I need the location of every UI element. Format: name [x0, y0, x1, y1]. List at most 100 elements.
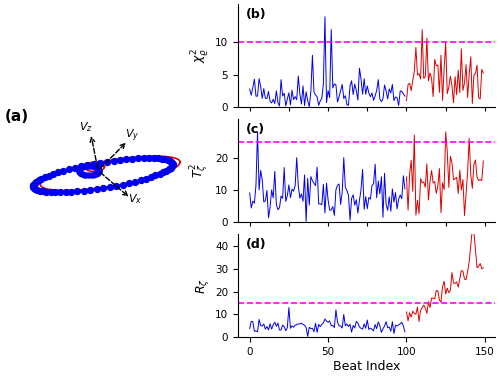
- Point: [103, 158, 111, 164]
- Point: [92, 164, 100, 171]
- Point: [79, 164, 87, 170]
- Point: [80, 163, 88, 169]
- Text: (c): (c): [246, 123, 265, 136]
- Point: [161, 156, 169, 162]
- Point: [168, 161, 176, 167]
- Text: (b): (b): [246, 8, 266, 21]
- Point: [94, 169, 102, 175]
- Point: [41, 174, 49, 180]
- Point: [80, 172, 88, 178]
- Point: [74, 188, 82, 194]
- Point: [78, 171, 86, 177]
- Point: [87, 163, 95, 169]
- Point: [30, 185, 38, 191]
- Point: [75, 166, 83, 172]
- Point: [168, 163, 176, 169]
- Point: [92, 171, 100, 177]
- Point: [88, 172, 96, 178]
- Point: [94, 167, 102, 173]
- Point: [30, 180, 38, 186]
- Point: [94, 170, 102, 176]
- Point: [125, 180, 133, 186]
- Point: [65, 166, 73, 172]
- Point: [86, 163, 94, 169]
- Point: [86, 187, 94, 193]
- Point: [147, 174, 155, 180]
- Point: [88, 172, 96, 178]
- Text: $V_x$: $V_x$: [128, 192, 142, 206]
- Point: [86, 172, 94, 178]
- Point: [86, 163, 94, 169]
- Point: [84, 172, 92, 178]
- Point: [112, 183, 120, 189]
- Point: [80, 172, 88, 178]
- Point: [154, 155, 162, 161]
- Point: [99, 185, 107, 191]
- Point: [60, 168, 68, 174]
- Point: [33, 187, 41, 193]
- Point: [83, 172, 91, 178]
- Point: [90, 161, 98, 167]
- Point: [94, 166, 102, 172]
- Point: [75, 166, 83, 172]
- Point: [54, 169, 62, 175]
- Y-axis label: $\chi_\varrho^2$: $\chi_\varrho^2$: [189, 47, 211, 63]
- Point: [134, 155, 142, 161]
- Point: [90, 171, 98, 177]
- Point: [75, 168, 83, 174]
- Point: [76, 165, 84, 171]
- Point: [80, 163, 88, 169]
- Point: [77, 164, 85, 171]
- Point: [92, 186, 100, 192]
- Point: [39, 188, 47, 194]
- Point: [150, 155, 158, 161]
- Point: [91, 171, 99, 177]
- Point: [166, 164, 174, 171]
- Point: [131, 179, 139, 185]
- Point: [79, 171, 87, 177]
- Point: [93, 170, 101, 176]
- Point: [92, 164, 100, 170]
- Point: [34, 177, 42, 183]
- Point: [164, 157, 172, 163]
- X-axis label: Beat Index: Beat Index: [333, 360, 400, 373]
- Point: [84, 162, 92, 168]
- Point: [162, 168, 170, 174]
- Point: [140, 155, 148, 161]
- Point: [29, 184, 37, 190]
- Point: [68, 189, 76, 195]
- Point: [168, 162, 176, 168]
- Point: [128, 156, 136, 162]
- Point: [38, 176, 46, 182]
- Point: [92, 171, 100, 177]
- Point: [82, 172, 90, 178]
- Point: [77, 163, 85, 169]
- Point: [110, 158, 118, 164]
- Point: [78, 164, 86, 170]
- Point: [95, 168, 103, 174]
- Text: $V_y$: $V_y$: [126, 127, 140, 144]
- Point: [88, 163, 96, 169]
- Point: [90, 172, 98, 178]
- Point: [156, 171, 164, 177]
- Point: [78, 164, 86, 170]
- Point: [56, 190, 64, 196]
- Point: [145, 155, 153, 161]
- Point: [90, 164, 98, 170]
- Text: (d): (d): [246, 238, 266, 252]
- Point: [94, 166, 102, 172]
- Point: [136, 177, 144, 183]
- Point: [159, 169, 167, 175]
- Point: [122, 156, 130, 162]
- Point: [76, 165, 84, 171]
- Point: [87, 172, 95, 178]
- Point: [152, 172, 160, 179]
- Point: [76, 169, 84, 175]
- Point: [168, 159, 175, 165]
- Point: [45, 172, 53, 179]
- Point: [158, 156, 166, 162]
- Point: [76, 170, 84, 176]
- Point: [95, 168, 103, 174]
- Point: [118, 182, 126, 188]
- Point: [29, 183, 37, 189]
